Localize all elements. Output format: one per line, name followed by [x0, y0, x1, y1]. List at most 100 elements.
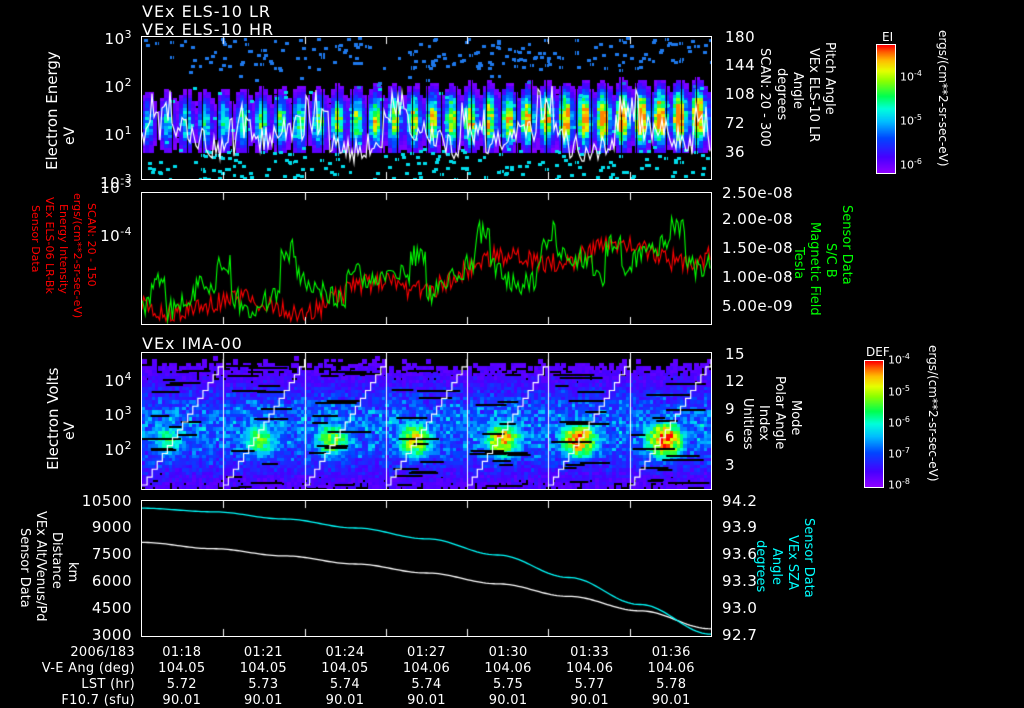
footer-row-label-0: 2006/183	[70, 645, 135, 660]
panel4-right-label-degrees: degrees	[753, 540, 768, 593]
panel4-left-label-source: VEx Alt/Venus/Pd	[33, 511, 48, 622]
panel2-rtick-4: 5.00e-09	[722, 297, 794, 315]
panel3-rtick-4: 3	[725, 456, 736, 474]
colorbar2-tick-2: 10-6	[888, 415, 910, 430]
footer-cell-r2-c2: 5.74	[329, 677, 360, 692]
panel-energy-magfield	[141, 192, 712, 325]
footer-cell-r3-c6: 90.01	[651, 693, 691, 708]
panel2-ytick-1: 10-4	[100, 225, 132, 245]
panel1-ytick-2: 101	[104, 124, 132, 144]
panel3-rtick-0: 15	[725, 345, 746, 363]
panel4-ytick-5: 3000	[91, 626, 132, 644]
colorbar2-tick-0: 10-4	[888, 352, 910, 367]
footer-cell-r0-c4: 01:30	[488, 645, 528, 660]
panel4-ytick-1: 9000	[91, 518, 132, 536]
panel2-left-label-instrument: VEx ELS-06 LR-Bk	[43, 197, 56, 294]
panel3-rtick-1: 12	[725, 372, 746, 390]
panel1-title-hr: VEx ELS-10 HR	[142, 20, 275, 39]
colorbar2-tick-4: 10-8	[888, 477, 910, 492]
panel1-right-label-sensor: VEx ELS-10 LR	[806, 48, 821, 143]
panel2-left-label-sensor: Sensor Data	[29, 205, 42, 273]
colorbar2-tick-1: 10-5	[888, 384, 910, 399]
footer-cell-r0-c0: 01:18	[162, 645, 202, 660]
colorbar1	[876, 44, 896, 174]
panel2-left-label-quantity: Energy Intensity	[57, 204, 70, 294]
panel2-rtick-0: 2.50e-08	[722, 184, 794, 202]
panel1-ytick-3: 10-3	[100, 172, 132, 192]
panel2-ytick-0: 10-3	[100, 177, 132, 197]
panel1-title-lr: VEx ELS-10 LR	[142, 2, 272, 21]
panel4-ytick-2: 7500	[91, 545, 132, 563]
panel2-right-label-magfield: Magnetic Field	[807, 222, 822, 316]
footer-cell-r3-c1: 90.01	[243, 693, 283, 708]
footer-cell-r1-c0: 104.05	[158, 661, 206, 676]
colorbar1-tick-2: 10-6	[900, 157, 922, 172]
panel4-rtick-5: 92.7	[722, 626, 758, 644]
panel4-ytick-0: 10500	[81, 492, 132, 510]
panel4-left-label-quantity: Distance	[49, 532, 64, 589]
colorbar2-units: ergs/(cm**2-sr-sec-eV)	[926, 345, 940, 482]
panel4-rtick-1: 93.9	[722, 518, 758, 536]
footer-cell-r0-c2: 01:24	[325, 645, 365, 660]
panel3-ytick-0: 104	[104, 370, 132, 390]
panel1-rtick-4: 36	[725, 143, 746, 161]
footer-cell-r0-c6: 01:36	[651, 645, 691, 660]
colorbar1-tick-0: 10-4	[900, 69, 922, 84]
panel-altitude-sza	[141, 500, 712, 637]
panel1-ytick-0: 103	[104, 28, 132, 48]
panel3-left-axis-label: Electron Volts	[44, 367, 62, 470]
panel3-right-label-index: Index	[756, 405, 771, 441]
footer-cell-r1-c2: 104.05	[321, 661, 369, 676]
footer-row-label-3: F10.7 (sfu)	[61, 693, 135, 708]
panel1-left-axis-line1: Electron Energy	[43, 51, 61, 170]
panel-els-spectrogram	[141, 36, 712, 180]
panel4-ytick-4: 4500	[91, 599, 132, 617]
footer-cell-r3-c2: 90.01	[325, 693, 365, 708]
panel1-rtick-1: 144	[725, 56, 756, 74]
colorbar1-gradient	[877, 45, 895, 173]
panel1-rtick-3: 72	[725, 114, 746, 132]
panel4-rtick-4: 93.0	[722, 599, 758, 617]
footer-cell-r0-c1: 01:21	[243, 645, 283, 660]
panel2-left-label-scan: SCAN: 20 - 150	[85, 203, 98, 287]
panel3-right-label-mode: Mode	[788, 400, 803, 436]
panel3-ytick-2: 102	[104, 439, 132, 459]
panel3-rtick-2: 9	[725, 400, 736, 418]
footer-cell-r2-c5: 5.77	[574, 677, 605, 692]
footer-row-label-1: V-E Ang (deg)	[41, 661, 135, 676]
footer-cell-r2-c4: 5.75	[492, 677, 524, 692]
footer-table: 2006/183 V-E Ang (deg) LST (hr) F10.7 (s…	[0, 645, 1024, 708]
panel3-right-label-polar: Polar Angle	[772, 376, 787, 450]
panel4-right-label-source: VEx SZA	[785, 535, 800, 590]
colorbar1-units: ergs/(cm**2-sr-sec-eV)	[936, 30, 950, 167]
panel1-left-axis-label: Electron Energy	[43, 51, 61, 170]
panel2-rtick-2: 1.50e-08	[722, 239, 794, 257]
footer-cell-r3-c0: 90.01	[162, 693, 202, 708]
energy-magfield-canvas	[142, 193, 711, 324]
footer-cell-r3-c4: 90.01	[488, 693, 528, 708]
panel4-left-label-units: km	[65, 562, 80, 583]
footer-cell-r1-c3: 104.06	[402, 661, 451, 676]
footer-cell-r2-c6: 5.78	[656, 677, 687, 692]
footer-row-label-2: LST (hr)	[81, 677, 135, 692]
colorbar1-tick-1: 10-5	[900, 113, 922, 128]
panel4-rtick-3: 93.3	[722, 572, 758, 590]
panel1-right-label-angle: Angle	[790, 72, 805, 109]
panel1-right-label-pitch: Pitch Angle	[822, 42, 837, 115]
footer-cell-r3-c5: 90.01	[570, 693, 609, 708]
panel2-right-label-sc: S/C B	[823, 243, 838, 278]
panel2-left-label-units: ergs/(cm**2-sr-sec-eV)	[71, 193, 84, 319]
colorbar1-title: EI	[882, 30, 894, 44]
panel4-rtick-0: 94.2	[722, 492, 758, 510]
panel2-rtick-3: 1.00e-08	[722, 268, 794, 286]
footer-cell-r1-c5: 104.06	[565, 661, 614, 676]
altitude-sza-canvas	[142, 501, 711, 636]
footer-cell-r3-c3: 90.01	[407, 693, 446, 708]
panel1-left-axis-units: eV	[62, 127, 78, 145]
panel2-right-label-tesla: Tesla	[791, 247, 806, 280]
colorbar2-title: DEF	[866, 345, 890, 359]
footer-cell-r2-c3: 5.74	[411, 677, 442, 692]
footer-cell-r0-c3: 01:27	[407, 645, 446, 660]
panel4-rtick-2: 93.6	[722, 545, 758, 563]
els-spectrogram-canvas	[142, 37, 711, 179]
